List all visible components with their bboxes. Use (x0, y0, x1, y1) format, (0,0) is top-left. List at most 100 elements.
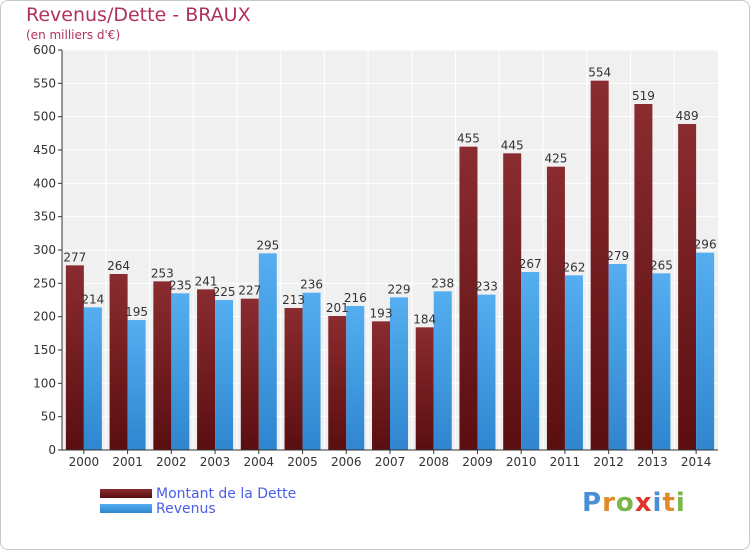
x-tick-label: 2008 (418, 455, 449, 469)
proxiti-logo: Proxiti (582, 488, 686, 518)
data-label-revenus: 295 (256, 238, 279, 252)
data-label-revenus: 279 (606, 249, 629, 263)
data-label-dette: 201 (326, 301, 349, 315)
data-label-dette: 241 (195, 274, 218, 288)
x-tick-label: 2013 (637, 455, 668, 469)
bar-dette (590, 80, 609, 451)
data-label-revenus: 296 (694, 238, 717, 252)
x-tick-label: 2009 (462, 455, 493, 469)
bar-revenus (477, 294, 496, 450)
x-tick-label: 2010 (506, 455, 537, 469)
logo-letter: P (582, 488, 603, 518)
bar-dette (546, 166, 565, 450)
bar-revenus (390, 297, 408, 450)
data-label-dette: 253 (151, 266, 174, 280)
logo-letter: r (602, 488, 616, 518)
logo-letter: x (634, 488, 653, 518)
legend-label-revenus: Revenus (156, 500, 216, 517)
y-tick-label: 500 (33, 110, 56, 124)
bar-dette (678, 124, 697, 450)
x-tick-label: 2005 (287, 455, 318, 469)
bars-layer (65, 80, 715, 451)
bar-dette (372, 321, 390, 450)
bar-revenus (127, 320, 146, 450)
y-tick-label: 0 (48, 443, 56, 457)
data-label-revenus: 214 (81, 292, 104, 306)
y-tick-label: 600 (33, 43, 56, 57)
labels-layer: 277 264 253 241 227 213 201 193 184 455 445 425 554 5… (63, 66, 716, 327)
bar-revenus (652, 273, 671, 450)
x-tick-label: 2001 (112, 455, 143, 469)
bar-revenus (696, 252, 715, 450)
data-label-dette: 425 (544, 152, 567, 166)
data-label-dette: 554 (588, 66, 611, 80)
bar-revenus (521, 272, 540, 450)
bar-dette (415, 327, 434, 450)
bar-revenus (302, 292, 321, 450)
x-tick-label: 2012 (593, 455, 624, 469)
y-tick-label: 350 (33, 210, 56, 224)
y-tick-label: 200 (33, 310, 56, 324)
x-tick-label: 2006 (331, 455, 362, 469)
data-label-revenus: 262 (562, 260, 585, 274)
y-tick-label: 150 (33, 343, 56, 357)
data-label-dette: 193 (370, 306, 393, 320)
y-tick-label: 550 (33, 76, 56, 90)
data-label-dette: 455 (457, 132, 480, 146)
y-tick-label: 100 (33, 376, 56, 390)
bar-revenus (83, 307, 102, 450)
bar-revenus (608, 264, 627, 450)
bar-dette (65, 265, 84, 450)
logo-letter: o (615, 488, 635, 518)
bar-dette (284, 308, 303, 450)
data-label-revenus: 235 (169, 278, 192, 292)
data-label-dette: 277 (63, 250, 86, 264)
bar-revenus (258, 253, 277, 450)
bar-dette (503, 153, 522, 451)
data-label-dette: 519 (632, 89, 655, 103)
data-label-revenus: 216 (344, 291, 367, 305)
legend-label-dette: Montant de la Dette (156, 485, 297, 502)
bar-revenus (433, 291, 452, 450)
data-label-revenus: 195 (125, 305, 148, 319)
logo-letter: i (652, 488, 663, 518)
data-label-revenus: 225 (213, 285, 236, 299)
x-tick-label: 2014 (681, 455, 712, 469)
axis-layer: 0 50 100 150 200 250 300 350 400 450 500 550 600 2000… (33, 43, 718, 469)
chart-title: Revenus/Dette - BRAUX (26, 4, 251, 26)
x-tick-label: 2002 (156, 455, 187, 469)
data-label-dette: 489 (676, 109, 699, 123)
bar-dette (328, 316, 347, 450)
legend-item-dette: Montant de la Dette (100, 485, 297, 502)
y-tick-label: 400 (33, 176, 56, 190)
x-tick-label: 2003 (200, 455, 231, 469)
x-tick-label: 2011 (550, 455, 581, 469)
data-label-revenus: 265 (650, 258, 673, 272)
bar-dette (153, 281, 172, 450)
chart-subtitle: (en milliers d'€) (26, 28, 121, 42)
data-label-revenus: 238 (431, 276, 454, 290)
bar-revenus (215, 300, 234, 450)
bar-dette (459, 146, 478, 450)
x-tick-label: 2007 (375, 455, 406, 469)
x-tick-label: 2000 (69, 455, 100, 469)
data-label-dette: 213 (282, 293, 305, 307)
bar-revenus (564, 275, 583, 450)
bar-dette (240, 298, 259, 450)
bar-dette (109, 274, 128, 450)
legend-swatch-dette (100, 489, 152, 498)
data-label-dette: 184 (413, 312, 436, 326)
bar-dette (197, 289, 216, 450)
bar-revenus (171, 293, 190, 450)
data-label-dette: 264 (107, 259, 130, 273)
legend: Montant de la Dette Revenus (100, 485, 297, 517)
data-label-revenus: 236 (300, 278, 323, 292)
logo-letter: t (662, 488, 676, 518)
y-tick-label: 300 (33, 243, 56, 257)
legend-item-revenus: Revenus (100, 500, 296, 517)
data-label-revenus: 229 (388, 282, 411, 296)
bar-revenus (346, 306, 365, 450)
data-label-revenus: 267 (519, 257, 542, 271)
data-label-dette: 227 (238, 284, 261, 298)
